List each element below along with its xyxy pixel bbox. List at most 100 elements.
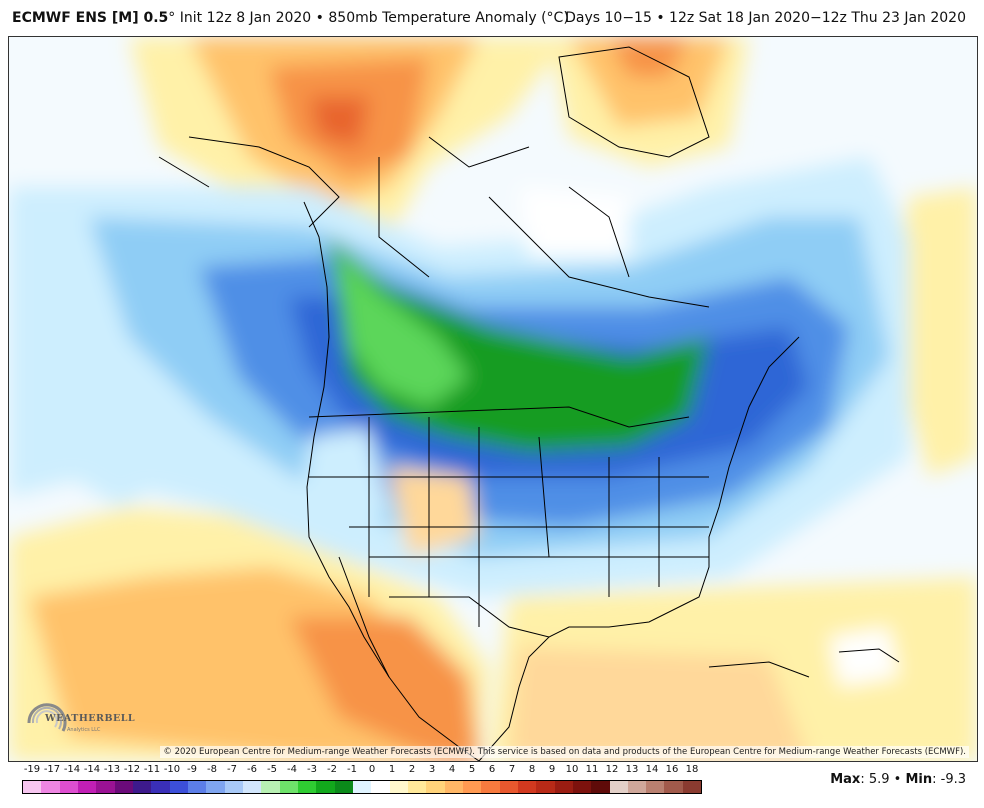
logo-subtext: Analytics LLC [67,727,101,733]
pacific-coast [303,201,480,761]
product-degree: ° [168,10,176,26]
colorbar-tick-label: -2 [327,764,337,775]
us-canada-border [308,406,690,428]
anomaly-map[interactable]: WEATHERBELL Analytics LLC © 2020 Europea… [8,36,978,762]
colorbar-swatch [407,781,427,793]
colorbar-tick-label: 13 [625,764,639,775]
colorbar-tick-label: 1 [388,764,396,775]
colorbar-swatch [77,781,97,793]
logo-text: WEATHERBELL [45,713,136,724]
colorbar-swatch [572,781,592,793]
colorbar-tick-label: -14 [83,764,101,775]
colorbar-tick-label: -17 [43,764,61,775]
colorbar-tick-label: -13 [103,764,121,775]
colorbar-tick-label: -14 [63,764,81,775]
colorbar-swatch [682,781,702,793]
baja-coast [338,556,390,678]
max-value: : 5.9 [860,772,890,787]
colorbar-tick-label: -8 [207,764,217,775]
anomaly-field [9,37,977,761]
colorbar-tick-label: 12 [605,764,619,775]
product-name: ECMWF ENS [M] 0.5 [12,10,169,26]
canada-lines [378,136,710,308]
colorbar-swatch [646,781,665,793]
colorbar-tick-label: 14 [645,764,659,775]
min-value: : -9.3 [932,772,966,787]
colorbar-swatch [389,781,408,793]
colorbar-swatch [59,781,78,793]
colorbar-tick-label: 5 [468,764,476,775]
valid-period: Days 10−15 • 12z Sat 18 Jan 2020−12z Thu… [565,10,966,26]
colorbar-legend: -19 -17 -14 -14 -13 -12 -11 -10 -9 -8 -7 -6 -5 -4 -3 -2… [22,764,702,804]
colorbar-swatch [206,781,225,793]
colorbar-tick-label: -19 [23,764,41,775]
colorbar-swatch [114,781,133,793]
colorbar-labels: -19 -17 -14 -14 -13 -12 -11 -10 -9 -8 -7 -6 -5 -4 -3 -2… [22,764,702,778]
colorbar-tick-label: 16 [665,764,679,775]
colorbar-swatch [23,781,42,793]
colorbar-tick-label: -10 [163,764,181,775]
colorbar-swatch [462,781,482,793]
colorbar-tick-label: -5 [267,764,277,775]
colorbar-tick-label: 9 [548,764,556,775]
colorbar-tick-label: -9 [187,764,197,775]
title-bullet: • [315,10,324,26]
map-title: ECMWF ENS [M] 0.5° Init 12z 8 Jan 2020 •… [12,10,569,26]
colorbar-tick-label: 18 [685,764,699,775]
colorbar-tick-label: 10 [565,764,579,775]
colorbar-swatch [536,781,555,793]
colorbar-swatch [151,781,170,793]
caribbean-islands [708,648,900,678]
colorbar-tick-label: 4 [448,764,456,775]
colorbar-tick-label: 7 [508,764,516,775]
colorbar-tick-label: 8 [528,764,536,775]
colorbar-swatch [279,781,298,793]
anomaly-map-svg [9,37,977,761]
greenland-coast [558,46,710,158]
colorbar-swatch [627,781,647,793]
colorbar-swatch [591,781,610,793]
map-borders [158,46,900,761]
colorbar-tick-label: 6 [488,764,496,775]
max-min-stats: Max: 5.9 • Min: -9.3 [830,772,966,787]
colorbar-swatch [444,781,463,793]
field-name: 850mb Temperature Anomaly ( [328,10,547,26]
colorbar-tick-label: 3 [428,764,436,775]
colorbar-swatch [371,781,390,793]
state-lines [309,417,709,627]
colorbar-swatch [499,781,518,793]
colorbar-swatch [224,781,243,793]
colorbar-tick-label: 2 [408,764,416,775]
colorbar-swatch [316,781,335,793]
alaska-coast [158,136,340,228]
colorbar-tick-label: -1 [347,764,357,775]
colorbar-swatch [187,781,207,793]
stats-separator: • [889,772,906,787]
colorbar-swatch [261,781,280,793]
copyright-notice: © 2020 European Centre for Medium-range … [160,746,969,758]
colorbar-swatch [169,781,188,793]
colorbar-swatch [554,781,573,793]
colorbar-tick-label: -7 [227,764,237,775]
colorbar-swatch [664,781,683,793]
colorbar-tick-label: -6 [247,764,257,775]
weatherbell-logo: WEATHERBELL Analytics LLC [23,699,136,747]
colorbar-tick-label: -3 [307,764,317,775]
colorbar-swatch [609,781,628,793]
init-time: Init 12z 8 Jan 2020 [179,10,312,26]
map-header: ECMWF ENS [M] 0.5° Init 12z 8 Jan 2020 •… [0,0,984,36]
colorbar-swatch [517,781,537,793]
max-label: Max [830,772,861,787]
colorbar-tick-label: -4 [287,764,297,775]
colorbar-swatch [334,781,353,793]
colorbar-swatch [132,781,152,793]
colorbar-swatch [242,781,262,793]
colorbar-swatch [481,781,500,793]
colorbar-swatch [426,781,445,793]
colorbar-tick-label: -11 [143,764,161,775]
colorbar-swatch [352,781,372,793]
colorbar-tick-label: -12 [123,764,141,775]
colorbar-tick-label: 0 [368,764,376,775]
colorbar-swatch [41,781,60,793]
colorbar-swatches [22,780,702,794]
